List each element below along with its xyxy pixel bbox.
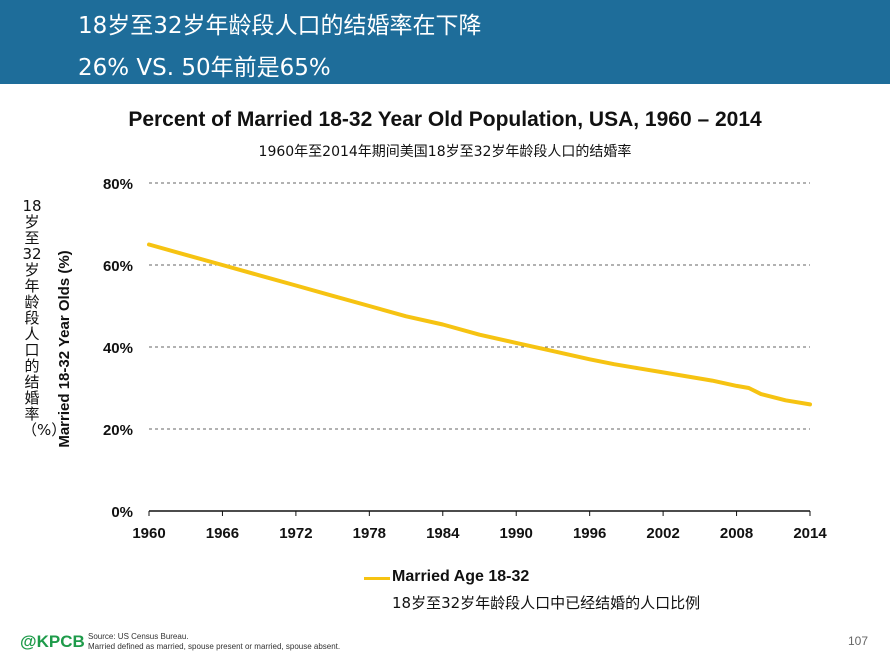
legend-swatch bbox=[364, 577, 390, 580]
y-tick-label: 20% bbox=[103, 422, 133, 439]
source-line-2: Married defined as married, spouse prese… bbox=[88, 642, 341, 651]
x-tick-label: 2014 bbox=[793, 525, 827, 542]
x-tick-label: 1960 bbox=[132, 525, 165, 542]
chart-subtitle: 1960年至2014年期间美国18岁至32岁年龄段人口的结婚率 bbox=[258, 144, 632, 160]
subheadline: 26% VS. 50年前是65% bbox=[78, 55, 331, 81]
y-tick-label: 80% bbox=[103, 176, 133, 193]
y-tick-label: 60% bbox=[103, 258, 133, 275]
x-tick-label: 1966 bbox=[206, 525, 239, 542]
brand-logo: @KPCB bbox=[20, 632, 85, 651]
y-axis-label: Married 18-32 Year Olds (%) bbox=[56, 250, 73, 447]
y-tick-label: 40% bbox=[103, 340, 133, 357]
axes: 0% 20% 40% 60% 80% 1960 1966 1972 1978 1984 1990 19… bbox=[103, 176, 827, 542]
x-tick-label: 1972 bbox=[279, 525, 312, 542]
x-tick-label: 2008 bbox=[720, 525, 753, 542]
series-line-0 bbox=[147, 242, 812, 407]
x-tick-label: 2002 bbox=[646, 525, 679, 542]
grid bbox=[149, 182, 810, 430]
page-number: 107 bbox=[847, 634, 868, 648]
y-axis-label-cn: 18岁至32岁年龄段人口的结婚率（%） bbox=[22, 197, 67, 439]
legend-label-cn: 18岁至32岁年龄段人口中已经结婚的人口比例 bbox=[392, 594, 701, 612]
series-layer bbox=[147, 242, 812, 407]
source-line-1: Source: US Census Bureau. bbox=[88, 632, 189, 641]
x-tick-label: 1978 bbox=[353, 525, 386, 542]
x-tick-label: 1996 bbox=[573, 525, 606, 542]
x-tick-label: 1984 bbox=[426, 525, 460, 542]
legend-label: Married Age 18-32 bbox=[392, 568, 530, 585]
x-tick-label: 1990 bbox=[500, 525, 533, 542]
headline: 18岁至32岁年龄段人口的结婚率在下降 bbox=[78, 13, 482, 39]
chart-title: Percent of Married 18-32 Year Old Popula… bbox=[128, 108, 762, 131]
y-tick-label: 0% bbox=[111, 504, 133, 521]
source-note: Source: US Census Bureau. Married define… bbox=[88, 632, 340, 652]
header-banner: 18岁至32岁年龄段人口的结婚率在下降 26% VS. 50年前是65% bbox=[0, 0, 890, 84]
